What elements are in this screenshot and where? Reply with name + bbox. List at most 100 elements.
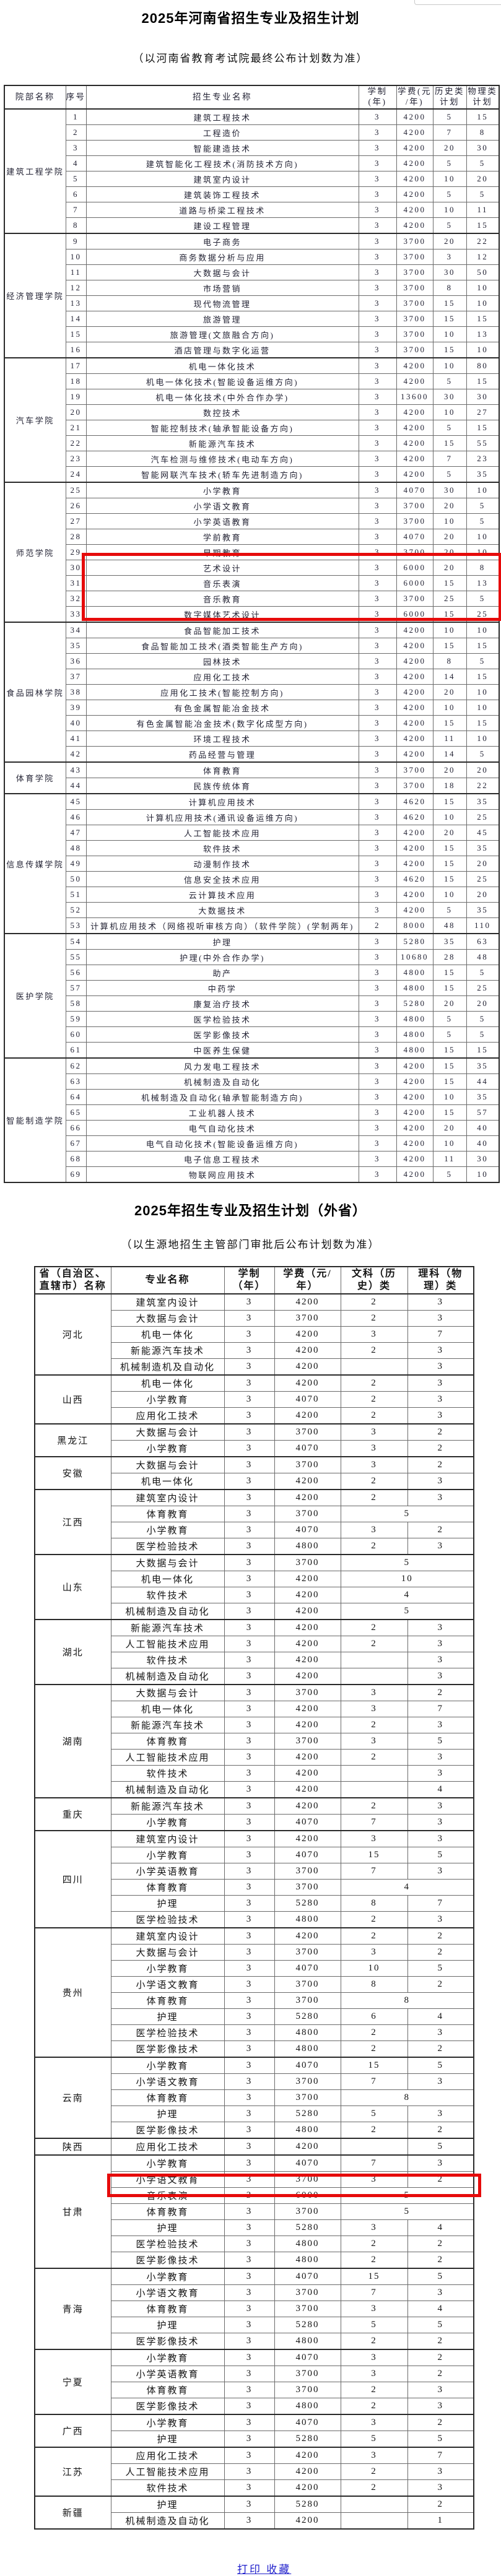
table-cell: 4200 [396,108,433,125]
table-cell: 3 [358,1120,397,1136]
table-cell: 汽车检测与维修技术(电动车方向) [85,451,359,467]
browser-ui-fragment [414,0,501,5]
table-row: 10 商务数据分析与应用 3 3700 3 12 [4,249,500,265]
table-row: 23 汽车检测与维修技术(电动车方向) 3 4200 7 23 [4,451,500,467]
table-cell: 护理 [110,2219,225,2236]
table-cell: 4800 [274,2398,341,2415]
table-cell: 3 [224,2138,275,2156]
table-cell: 3 [358,1057,397,1074]
table-cell: 30 [65,560,87,576]
table-cell: 15 [65,326,87,342]
table-cell: 3 [224,1293,275,1311]
table-cell: 3 [224,1538,275,1555]
table-cell: 20 [466,995,500,1012]
table-cell: 15 [432,606,467,623]
table-cell: 11 [432,1151,467,1167]
table-cell: 3 [407,1717,474,1733]
table-cell: 3 [224,1571,275,1587]
table-cell: 3 [407,1538,474,1555]
table-cell: 3 [358,684,397,700]
table-cell: 10 [466,482,500,498]
table-cell: 3700 [396,591,433,607]
province-name-cell: 黑龙江 [34,1423,111,1457]
table-row: 体育教育 3 3700 5 [35,1506,474,1522]
province-name-cell: 陕西 [34,2138,111,2156]
table-row: 59 医学检验技术 3 4800 5 5 [4,1011,500,1027]
table-row: 四川 建筑室内设计 3 4200 3 3 [34,1830,474,1928]
table-cell: 4800 [274,2333,341,2350]
table-cell: 3700 [396,311,433,327]
table-row: 36 园林技术 3 4200 8 5 [4,653,500,669]
table-cell: 4200 [396,1089,433,1105]
table-cell: 3700 [274,2382,341,2398]
table-cell: 2 [340,1489,408,1506]
province-name-cell: 广西 [34,2414,111,2448]
table-cell: 大数据与会计 [85,264,359,280]
table-cell: 4200 [396,186,433,202]
table-cell: 15 [432,1057,467,1074]
table-cell: 3 [224,1960,275,1977]
table-cell: 3 [407,1765,474,1782]
table-cell: 小学语文教育 [110,2073,225,2090]
table-cell: 4200 [396,887,433,903]
department-name-cell: 师范学院 [4,482,66,623]
table-cell: 4070 [274,1960,341,1977]
table-row: 小学教育 3 4070 2 3 [35,1391,474,1408]
table-cell: 46 [65,809,87,825]
table-cell: 机械制造及自动化 [110,1781,225,1798]
table-row: 护理 3 5280 5 5 [35,2317,474,2333]
table-cell: 20 [466,171,500,187]
table-row: 软件技术 3 4200 2 3 [35,2479,474,2497]
table-cell: 3 [224,1668,275,1685]
table-row: 61 中医养生保健 3 4800 15 15 [4,1042,500,1059]
table-cell: 8 [466,124,500,141]
table-cell: 3 [358,529,397,545]
table-cell: 3 [224,1603,275,1620]
table-cell: 3 [224,2496,275,2513]
table-row: 41 环境工程技术 3 4200 11 10 [4,731,500,747]
table-cell: 20 [432,529,467,545]
table-cell: 33 [65,606,87,623]
table-cell: 护理 [110,2496,225,2513]
table-cell: 49 [65,856,87,872]
table-cell: 7 [340,2284,408,2301]
table-cell: 新能源汽车技术 [110,1797,225,1815]
table-cell: 小学教育 [110,2057,225,2074]
table-cell: 4200 [396,840,433,856]
table-cell: 应用化工技术 [110,2447,225,2464]
table-cell: 3 [224,1797,275,1815]
table-cell: 3 [224,1781,275,1798]
table-cell: 3 [358,1135,397,1151]
table-cell: 4 [340,1587,474,1603]
table-cell: 30 [432,482,467,498]
table-cell: 15 [340,1847,408,1863]
table-cell: 20 [432,544,467,560]
table-cell: 护理(中外合作办学) [85,949,359,965]
table-cell: 15 [432,1042,467,1059]
table-row: 新疆 护理 3 5280 2 [34,2496,474,2530]
table-cell: 3 [358,638,397,654]
table-cell: 3 [358,498,397,514]
table-cell: 4070 [274,1814,341,1831]
table-cell: 4200 [274,2447,341,2464]
table-cell: 8 [340,1992,474,2009]
table-cell: 2 [65,124,87,141]
table-cell: 3 [358,871,397,887]
table-row: 体育教育 3 3700 2 3 [35,2382,474,2398]
table-cell: 3 [407,2398,474,2415]
table-cell: 4200 [396,653,433,669]
table-cell: 3 [358,233,397,249]
table-cell: 3700 [396,326,433,342]
table-cell: 3 [358,715,397,731]
table-cell: 2 [407,1944,474,1961]
table-cell: 人工智能技术应用 [110,2463,225,2480]
table-row: 小学英语教育 3 3700 7 3 [35,1863,474,1880]
table-cell: 4200 [396,1104,433,1121]
table-cell: 10 [466,529,500,545]
table-cell: 新能源汽车技术 [110,1342,225,1359]
table-cell: 4200 [396,669,433,685]
footer-links[interactable]: 打印 收藏 [237,2564,292,2575]
table-cell: 7 [407,1895,474,1912]
table-cell: 5 [407,1960,474,1977]
table-header-row: 院部名称 序号 招生专业名称 学制 (年) 学费(元/年) 历史类 计划 物理类 计划 [4,85,500,110]
